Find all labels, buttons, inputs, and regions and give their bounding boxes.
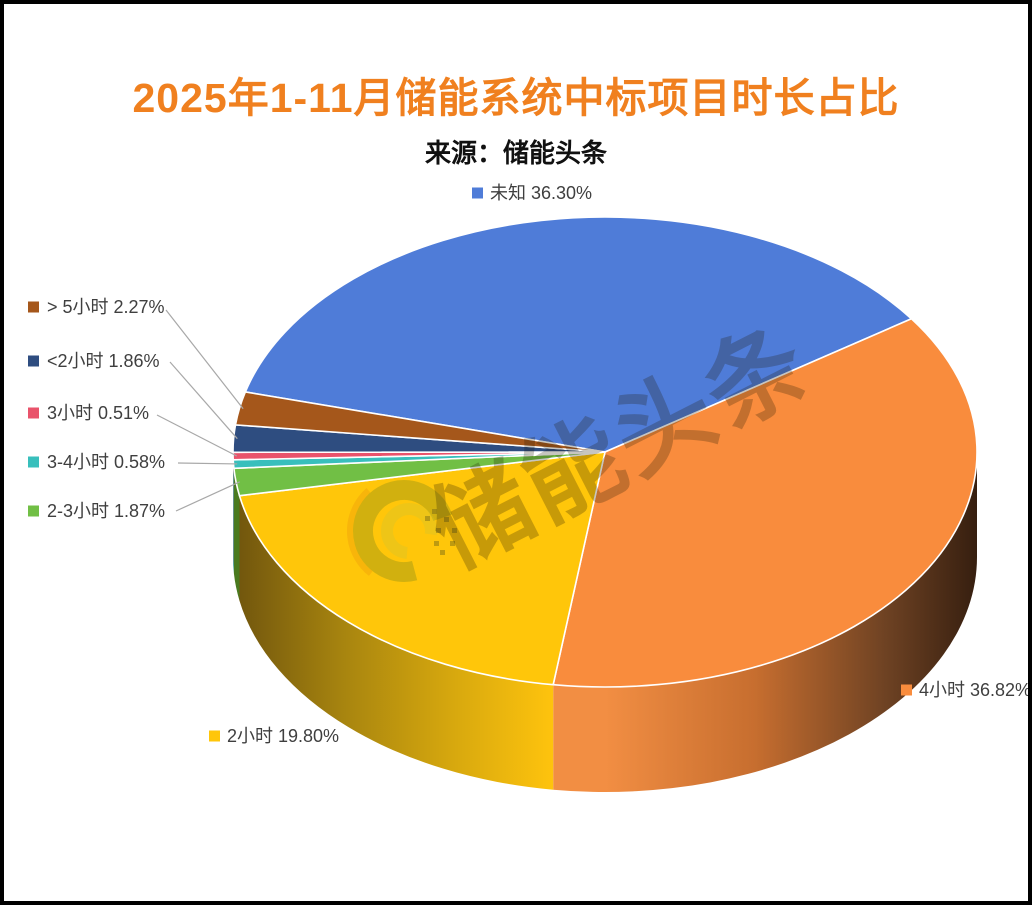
- slice-label-4小时: 4小时 36.82%: [901, 680, 1031, 700]
- slice-label-3-4小时: 3-4小时 0.58%: [28, 452, 238, 472]
- slice-label-<2小时: <2小时 1.86%: [28, 351, 238, 440]
- chart-source: 来源：储能头条: [424, 138, 607, 168]
- legend-swatch-icon: [28, 407, 39, 419]
- pie-top-surfaces: [232, 216, 978, 688]
- pie-slice-未知: [244, 216, 913, 453]
- slice-label-text: 4小时 36.82%: [919, 680, 1031, 700]
- legend-swatch-icon: [901, 684, 912, 696]
- slice-label-未知: 未知 36.30%: [472, 183, 592, 203]
- legend-swatch-icon: [28, 505, 39, 517]
- leader-line: [156, 414, 238, 457]
- slice-label-text: 2-3小时 1.87%: [47, 501, 165, 521]
- pie-slice-> 5小时: [234, 391, 606, 453]
- slice-label-2小时: 2小时 19.80%: [209, 726, 339, 746]
- pie-slice-side-2小时: [239, 495, 554, 790]
- leader-line: [177, 462, 238, 465]
- legend-swatch-icon: [28, 355, 39, 367]
- legend-swatch-icon: [28, 456, 39, 468]
- chart-title: 2025年1-11月储能系统中标项目时长占比: [132, 75, 900, 121]
- leader-line: [175, 481, 241, 512]
- pie-slice-4小时: [552, 317, 978, 688]
- leader-line: [169, 361, 238, 440]
- slice-label-text: <2小时 1.86%: [47, 351, 160, 371]
- pie-slice-side-2-3小时: [233, 468, 240, 601]
- slice-label-text: > 5小时 2.27%: [47, 297, 165, 317]
- pie-3d-walls: [233, 452, 977, 792]
- pie-slice-side-3-4小时: [233, 459, 234, 574]
- legend-swatch-icon: [472, 187, 483, 199]
- slice-label-2-3小时: 2-3小时 1.87%: [28, 481, 241, 521]
- slice-label-text: 3小时 0.51%: [47, 403, 149, 423]
- slice-label-text: 3-4小时 0.58%: [47, 452, 165, 472]
- watermark-logo: [347, 474, 461, 588]
- legend-swatch-icon: [209, 730, 220, 742]
- slice-label-text: 2小时 19.80%: [227, 726, 339, 746]
- legend-swatch-icon: [28, 301, 39, 313]
- slice-label-> 5小时: > 5小时 2.27%: [28, 297, 244, 410]
- slice-label-text: 未知 36.30%: [490, 183, 592, 203]
- leader-line: [165, 309, 244, 410]
- slice-labels: 未知 36.30% 4小时 36.82% 2小时 19.80% 2-3小时 1.87%…: [28, 183, 1031, 746]
- pie-slice-side-4小时: [553, 452, 977, 792]
- pie-slice-2小时: [238, 451, 606, 686]
- slice-label-3小时: 3小时 0.51%: [28, 403, 238, 457]
